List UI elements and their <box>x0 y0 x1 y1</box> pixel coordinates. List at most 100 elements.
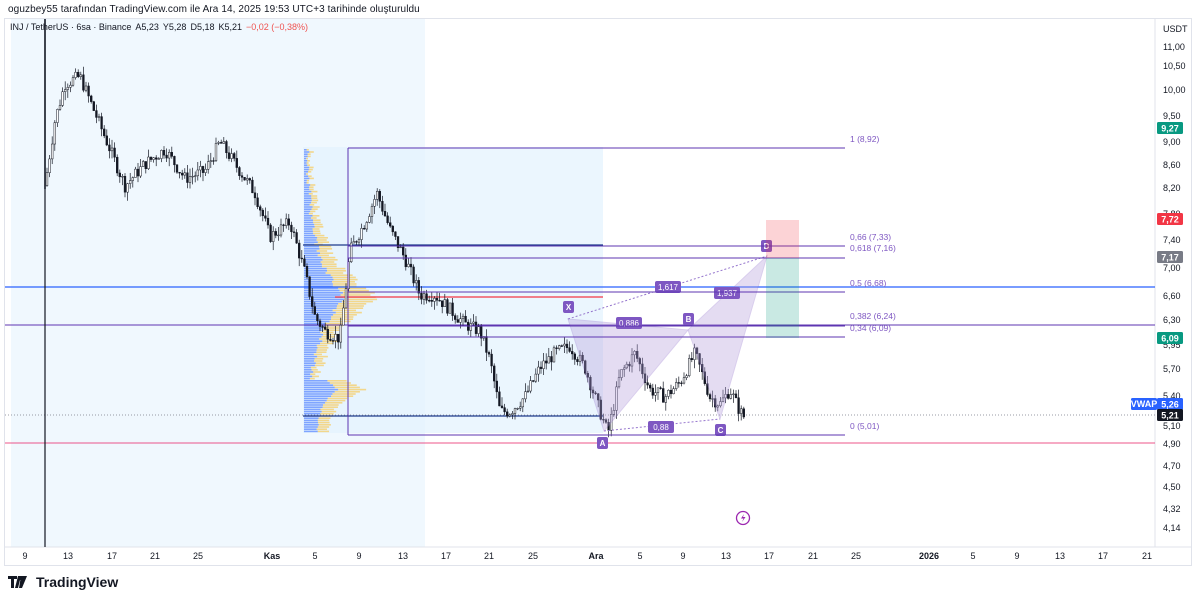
candle-up <box>730 395 732 399</box>
candle-down <box>163 150 165 155</box>
candle-down <box>181 173 183 175</box>
candle-up <box>415 280 417 283</box>
vp-bar-up <box>304 301 342 303</box>
vp-bar-down <box>316 239 326 241</box>
vp-bar-down <box>315 235 324 237</box>
candle-down <box>496 381 498 392</box>
time-tick: 21 <box>808 551 818 561</box>
vp-bar-down <box>332 277 355 279</box>
fib-level-label: 0,34 (6,09) <box>850 323 891 333</box>
candle-down <box>166 155 168 158</box>
candle-down <box>405 255 407 267</box>
vp-bar-down <box>322 259 337 261</box>
candle-down <box>418 280 420 293</box>
vp-bar-down <box>309 213 313 215</box>
candle-up <box>665 396 667 402</box>
vp-bar-down <box>319 417 331 419</box>
vp-bar-down <box>323 406 338 408</box>
vp-bar-up <box>304 417 319 419</box>
price-chart[interactable]: X A B C D 1,617 1,937 0,886 0,88 1 (8,92) 0,66 (7… <box>5 19 1191 565</box>
price-tick: 5,70 <box>1163 364 1181 374</box>
vp-bar-down <box>307 180 309 182</box>
candle-down <box>202 166 204 172</box>
vp-bar-up <box>304 323 325 325</box>
vp-bar-down <box>320 343 333 345</box>
vp-bar-down <box>317 250 327 252</box>
vp-bar-up <box>304 378 310 380</box>
candle-up <box>153 158 155 160</box>
price-axis[interactable]: USDT11,0010,5010,009,509,008,608,207,807… <box>1163 24 1188 533</box>
tradingview-footer[interactable]: TradingView <box>8 574 118 590</box>
time-axis[interactable]: 9 13 17 21 25 Kas 5 9 13 17 21 25 Ara 5 9 13 17 21 25 2026 5… <box>22 551 1152 561</box>
long-position-tool[interactable] <box>766 220 799 338</box>
pattern-point-label: B <box>686 315 692 324</box>
pattern-ratio-label: 1,937 <box>717 289 738 298</box>
candle-down <box>426 294 428 301</box>
time-tick: 5 <box>312 551 317 561</box>
time-tick: 21 <box>484 551 494 561</box>
vp-bar-up <box>304 334 323 336</box>
price-tick: 6,60 <box>1163 291 1181 301</box>
candle-down <box>327 329 329 339</box>
candle-down <box>384 211 386 216</box>
candle-down <box>252 180 254 193</box>
candle-down <box>176 165 178 172</box>
vp-bar-up <box>304 241 318 243</box>
vp-bar-down <box>314 354 322 356</box>
vp-bar-up <box>304 384 333 386</box>
vp-bar-down <box>309 178 313 180</box>
candle-up <box>192 176 194 177</box>
vp-bar-down <box>307 164 310 166</box>
symbol-name[interactable]: INJ / TetherUS · 6sa · Binance <box>10 22 131 32</box>
price-tick: 7,00 <box>1163 263 1181 273</box>
vp-bar-down <box>312 369 318 371</box>
vp-bar-down <box>322 411 336 413</box>
candle-down <box>213 161 215 162</box>
candle-up <box>285 219 287 226</box>
candle-up <box>51 144 53 159</box>
vp-bar-down <box>311 191 317 193</box>
vp-bar-down <box>327 380 346 382</box>
vp-bar-down <box>335 387 360 389</box>
vp-bar-up <box>304 376 312 378</box>
candle-down <box>322 327 324 328</box>
candle-up <box>538 367 540 374</box>
candle-down <box>506 412 508 416</box>
candle-up <box>535 374 537 381</box>
lightning-icon[interactable] <box>737 512 750 525</box>
candle-down <box>171 152 173 156</box>
vp-bar-down <box>333 283 357 285</box>
vp-bar-down <box>327 270 346 272</box>
position-target-zone[interactable] <box>766 258 799 338</box>
price-badge-label: 9,27 <box>1161 124 1179 134</box>
vp-bar-up <box>304 255 318 257</box>
vp-bar-down <box>337 305 364 307</box>
candle-up <box>129 181 131 184</box>
pattern-bcd-triangle[interactable] <box>688 256 767 419</box>
position-stop-zone[interactable] <box>766 220 799 258</box>
vp-bar-up <box>304 398 328 400</box>
vp-bar-down <box>327 400 346 402</box>
symbol-legend[interactable]: INJ / TetherUS · 6sa · Binance A5,23 Y5,… <box>10 22 308 32</box>
candle-down <box>96 111 98 118</box>
pattern-ratio-label: 0,88 <box>653 423 669 432</box>
vp-bar-down <box>314 224 322 226</box>
vp-bar-up <box>304 167 309 169</box>
vp-bar-down <box>332 393 355 395</box>
candle-down <box>77 72 79 76</box>
candle-down <box>649 385 651 388</box>
vp-bar-up <box>304 343 320 345</box>
time-tick: 25 <box>193 551 203 561</box>
vp-bar-up <box>304 336 322 338</box>
candle-down <box>174 156 176 164</box>
vp-bar-down <box>318 431 329 433</box>
price-tick: 9,50 <box>1163 111 1181 121</box>
vp-bar-up <box>304 224 314 226</box>
vp-bar-down <box>314 360 322 362</box>
vp-bar-down <box>331 318 353 320</box>
vp-bar-up <box>304 428 317 430</box>
vp-bar-up <box>304 246 319 248</box>
candle-up <box>49 159 51 173</box>
vp-bar-down <box>310 184 315 186</box>
candle-up <box>57 109 59 122</box>
